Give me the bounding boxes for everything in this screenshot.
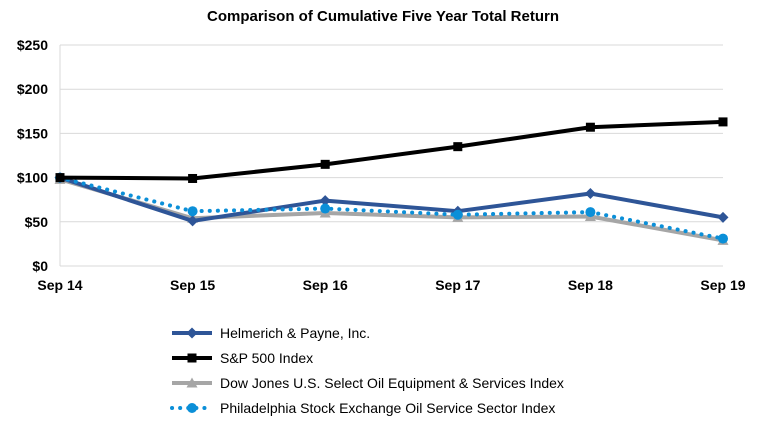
legend-label-1: S&P 500 Index [220, 350, 313, 366]
legend-label-2: Dow Jones U.S. Select Oil Equipment & Se… [220, 375, 564, 391]
y-tick-label: $50 [25, 214, 49, 230]
series-3-point [585, 207, 596, 218]
series-1-point [585, 122, 595, 132]
legend-label-0: Helmerich & Payne, Inc. [220, 325, 370, 341]
series-1-line [59, 119, 724, 181]
y-tick-label: $100 [17, 170, 48, 186]
series-3-point [718, 233, 728, 244]
chart-title: Comparison of Cumulative Five Year Total… [207, 8, 559, 25]
series-0-point [187, 215, 199, 227]
legend-marker-3 [187, 403, 197, 413]
series-1-point [718, 117, 728, 127]
legend-marker-2 [186, 377, 198, 388]
x-tick-label: Sep 18 [568, 277, 613, 293]
series-3-line [58, 175, 725, 241]
series-0-point [584, 188, 596, 200]
x-axis-ticks: Sep 14 Sep 15 Sep 16 Sep 17 Sep 18 Sep 19 [37, 277, 745, 293]
axes [59, 45, 723, 267]
series-3-point [320, 203, 331, 214]
gridlines [60, 44, 723, 223]
series-0-line [59, 175, 724, 223]
y-tick-label: $200 [17, 81, 48, 97]
x-tick-label: Sep 14 [37, 277, 82, 293]
series-lines [54, 117, 729, 245]
series-1-point [188, 173, 198, 183]
x-tick-label: Sep 19 [700, 277, 745, 293]
series-3-point [452, 209, 463, 220]
y-tick-label: $150 [17, 125, 48, 141]
legend-marker-1 [187, 353, 197, 363]
legend-marker-0 [186, 327, 198, 339]
y-tick-label: $250 [17, 37, 48, 53]
series-1-point [453, 142, 463, 152]
legend: Helmerich & Payne, Inc. S&P 500 Index Dow … [170, 325, 564, 416]
x-tick-label: Sep 16 [303, 277, 348, 293]
y-tick-label: $0 [32, 258, 48, 274]
x-tick-label: Sep 17 [435, 277, 480, 293]
series-0-point [319, 195, 331, 207]
y-axis-ticks: $0 $50 $100 $150 $200 $250 [17, 37, 48, 274]
series-3-point [187, 206, 198, 217]
series-1-point [55, 173, 65, 183]
series-1-point [320, 159, 330, 169]
series-0-point [717, 211, 729, 223]
legend-label-3: Philadelphia Stock Exchange Oil Service … [220, 400, 555, 416]
x-tick-label: Sep 15 [170, 277, 215, 293]
